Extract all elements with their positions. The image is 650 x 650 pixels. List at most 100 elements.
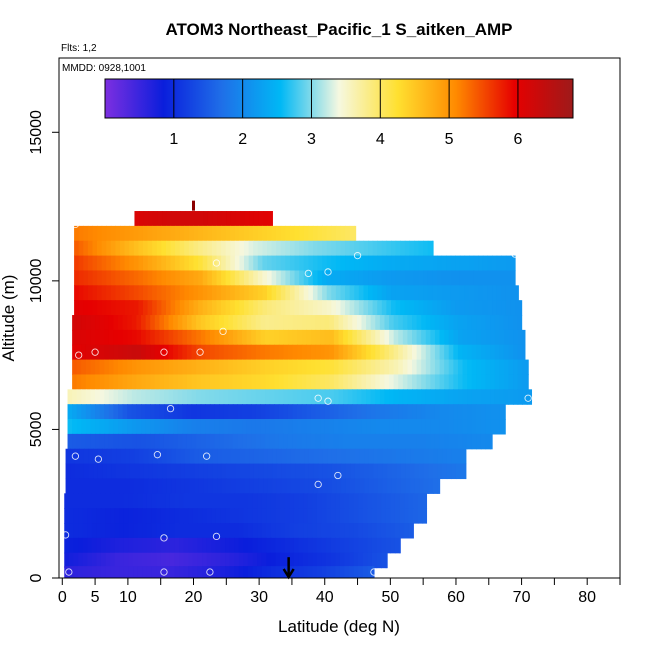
heatmap-cell xyxy=(453,329,459,346)
heatmap-cell xyxy=(393,433,399,450)
heatmap-cell xyxy=(143,463,149,480)
heatmap-cell xyxy=(104,359,110,376)
heatmap-cell xyxy=(280,523,286,539)
heatmap-cell xyxy=(192,508,199,524)
heatmap-cell xyxy=(134,463,140,480)
heatmap-cell xyxy=(180,448,186,465)
heatmap-cell xyxy=(359,463,365,480)
heatmap-cell xyxy=(275,493,281,509)
heatmap-cell xyxy=(321,523,327,539)
heatmap-cell xyxy=(271,255,277,272)
heatmap-cell xyxy=(450,285,456,301)
heatmap-cell xyxy=(430,359,436,376)
heatmap-cell xyxy=(499,404,505,420)
heatmap-cell xyxy=(376,508,382,524)
heatmap-cell xyxy=(375,329,381,346)
heatmap-cell xyxy=(329,359,335,376)
heatmap-cell xyxy=(358,493,364,509)
heatmap-cell xyxy=(371,493,378,509)
heatmap-cell xyxy=(370,315,376,331)
heatmap-cell xyxy=(165,537,171,554)
heatmap-cell xyxy=(110,225,117,242)
heatmap-cell xyxy=(312,300,319,316)
heatmap-cell xyxy=(287,389,294,405)
heatmap-cell xyxy=(104,344,110,361)
heatmap-cell xyxy=(308,448,315,465)
heatmap-cell xyxy=(362,566,368,578)
heatmap-cell xyxy=(316,552,323,569)
heatmap-cell xyxy=(152,300,158,316)
heatmap-cell xyxy=(393,315,399,331)
heatmap-cell xyxy=(200,433,206,450)
heatmap-cell xyxy=(188,566,194,578)
heatmap-cell xyxy=(122,404,128,420)
heatmap-cell xyxy=(146,552,153,569)
heatmap-cell xyxy=(145,329,151,346)
heatmap-cell xyxy=(146,566,153,578)
heatmap-cell xyxy=(188,270,195,286)
heatmap-cell xyxy=(225,566,231,578)
heatmap-cell xyxy=(205,315,211,331)
heatmap-cell xyxy=(234,523,240,539)
heatmap-cell xyxy=(104,389,110,405)
observation-point xyxy=(94,455,103,463)
heatmap-cell xyxy=(194,463,200,480)
flight-markers xyxy=(192,200,295,580)
heatmap-cell xyxy=(338,404,344,420)
heatmap-cell xyxy=(139,463,145,480)
heatmap-cell xyxy=(473,300,479,316)
heatmap-cell xyxy=(197,508,203,524)
heatmap-cell xyxy=(352,404,358,420)
heatmap-cell xyxy=(238,552,244,569)
heatmap-cell xyxy=(353,508,359,524)
heatmap-cell xyxy=(120,225,126,242)
heatmap-cell xyxy=(230,240,236,257)
heatmap-cell xyxy=(398,315,404,331)
heatmap-cell xyxy=(510,255,516,272)
heatmap-cell xyxy=(206,508,212,524)
heatmap-cell xyxy=(142,566,148,578)
heatmap-cell xyxy=(436,255,443,272)
heatmap-cell xyxy=(457,315,464,331)
heatmap-cell xyxy=(423,285,429,301)
heatmap-cell xyxy=(412,389,418,405)
heatmap-cell xyxy=(292,329,298,346)
heatmap-cell xyxy=(196,359,202,376)
heatmap-cell xyxy=(437,463,443,480)
heatmap-cell xyxy=(409,300,415,316)
heatmap-cell xyxy=(156,552,162,569)
heatmap-cell xyxy=(381,285,388,301)
heatmap-cell xyxy=(255,433,262,450)
observation-point xyxy=(304,269,312,278)
heatmap-cell xyxy=(242,359,248,376)
heatmap-cell xyxy=(193,270,199,286)
heatmap-cell xyxy=(349,240,355,257)
heatmap-cell xyxy=(113,433,119,450)
heatmap-cell xyxy=(301,404,307,420)
heatmap-cell xyxy=(257,285,264,301)
heatmap-cell xyxy=(125,448,131,465)
heatmap-cell xyxy=(247,537,254,554)
x-tick-label: 5 xyxy=(91,589,100,606)
heatmap-cell xyxy=(381,493,387,509)
heatmap-cell xyxy=(354,255,360,272)
heatmap-cell xyxy=(387,463,393,480)
heatmap-cell xyxy=(165,225,172,242)
observation-point xyxy=(160,348,168,356)
heatmap-cell xyxy=(485,433,491,450)
heatmap-cell xyxy=(154,374,160,390)
heatmap-cell xyxy=(404,300,410,316)
heatmap-cell xyxy=(381,552,387,569)
heatmap-cell xyxy=(391,270,397,286)
heatmap-cell xyxy=(257,225,264,242)
heatmap-cell xyxy=(253,240,259,257)
heatmap-cell xyxy=(127,359,133,376)
heatmap-cell xyxy=(257,270,264,286)
heatmap-cell xyxy=(485,344,491,361)
heatmap-cell xyxy=(418,300,424,316)
heatmap-cell xyxy=(171,478,177,494)
heatmap-cell xyxy=(203,448,209,465)
heatmap-cell xyxy=(329,419,335,435)
heatmap-cell xyxy=(258,463,264,480)
heatmap-cell xyxy=(239,240,245,257)
